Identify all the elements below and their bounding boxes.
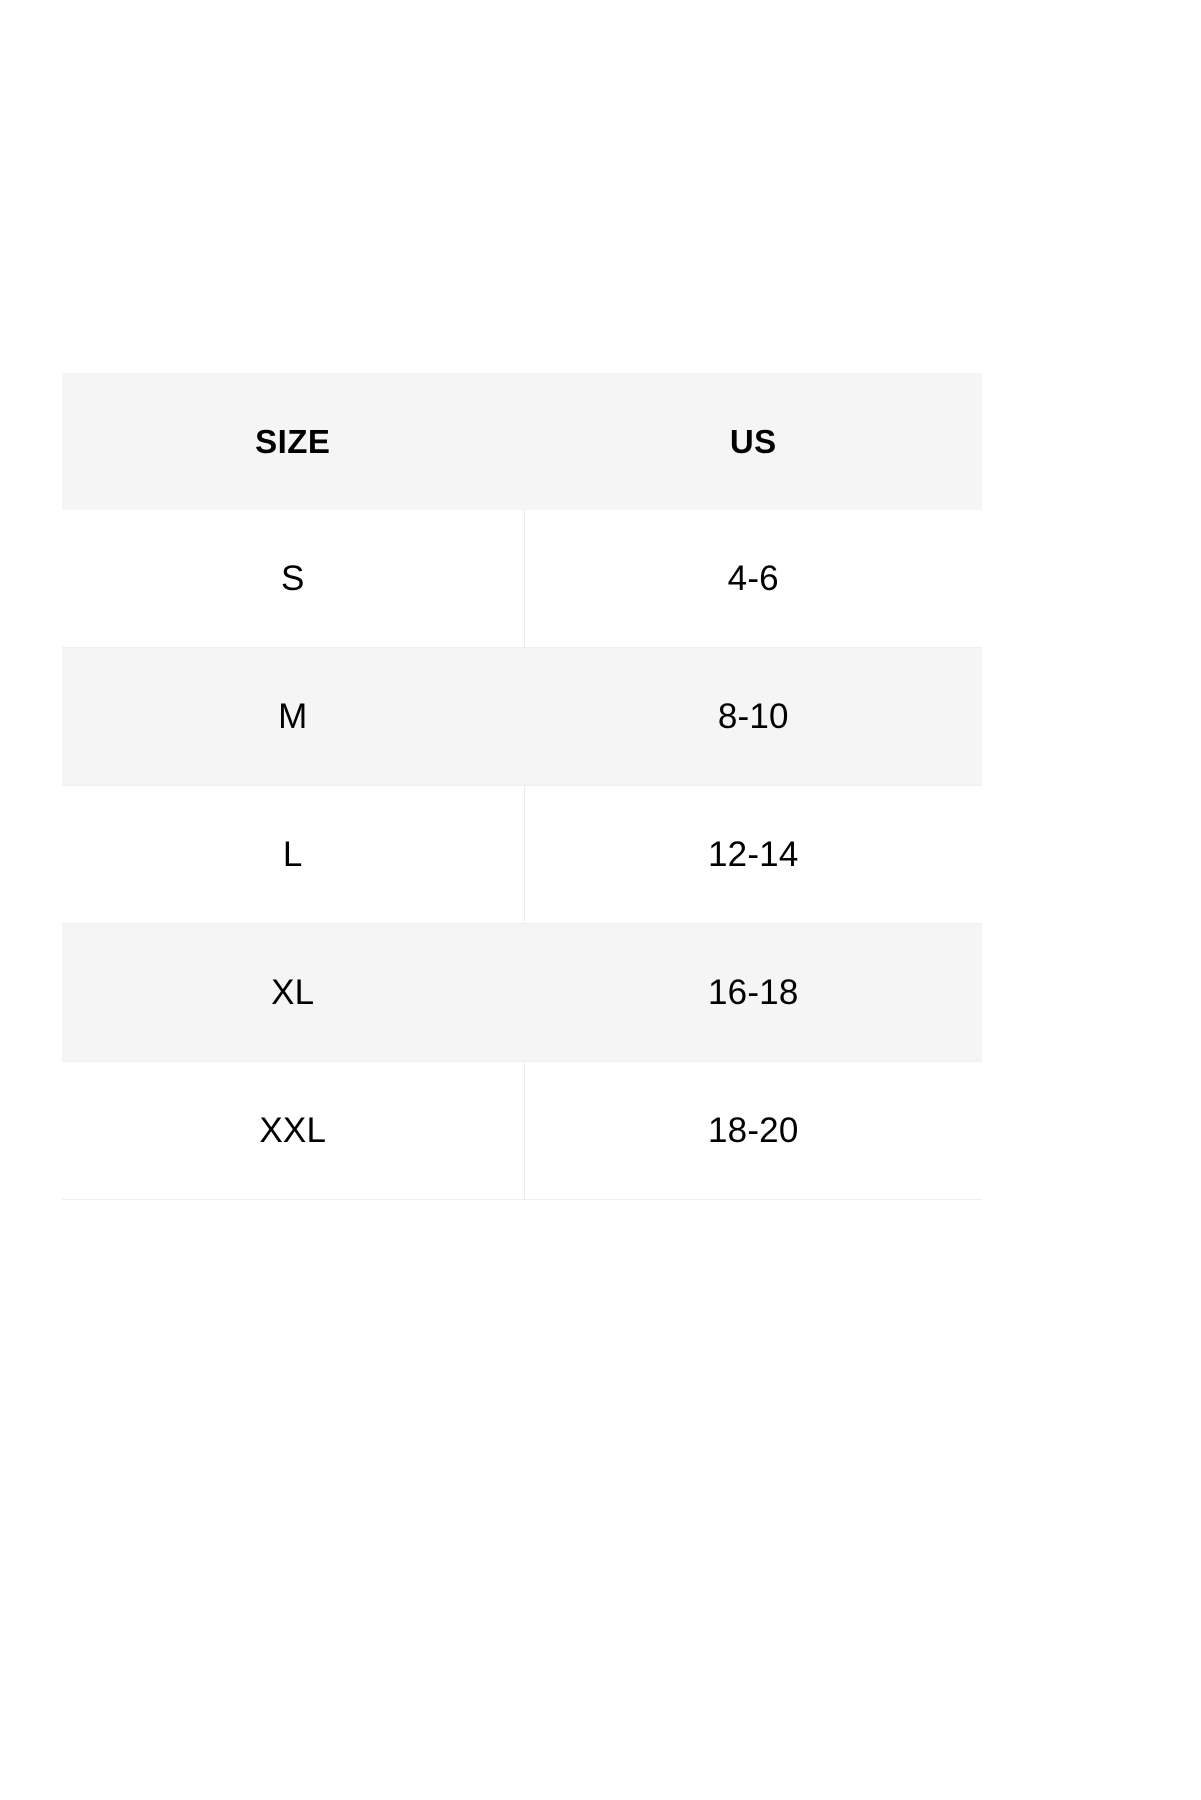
cell-size: L	[62, 785, 525, 924]
table-row: M 8-10	[62, 647, 982, 786]
table-row: XL 16-18	[62, 923, 982, 1062]
size-chart-header: SIZE US	[62, 373, 982, 510]
size-chart-body: S 4-6 M 8-10 L 12-14 XL 16-18 XXL 18-2	[62, 510, 982, 1200]
column-header-us: US	[524, 373, 982, 510]
cell-us: 18-20	[524, 1061, 982, 1200]
cell-us: 12-14	[524, 785, 982, 924]
cell-us: 4-6	[524, 510, 982, 648]
size-chart-table: SIZE US S 4-6 M 8-10 L 12-14 XL	[62, 373, 982, 1200]
cell-size: XL	[62, 923, 524, 1062]
table-row: L 12-14	[62, 785, 982, 924]
column-header-size: SIZE	[62, 373, 524, 510]
table-header-row: SIZE US	[62, 373, 982, 510]
cell-us: 8-10	[524, 647, 982, 786]
cell-size: M	[62, 647, 524, 786]
cell-size: XXL	[62, 1061, 525, 1200]
size-chart-container: SIZE US S 4-6 M 8-10 L 12-14 XL	[62, 373, 982, 1200]
table-row: XXL 18-20	[62, 1061, 982, 1200]
cell-size: S	[62, 510, 525, 648]
table-row: S 4-6	[62, 510, 982, 648]
cell-us: 16-18	[524, 923, 982, 1062]
